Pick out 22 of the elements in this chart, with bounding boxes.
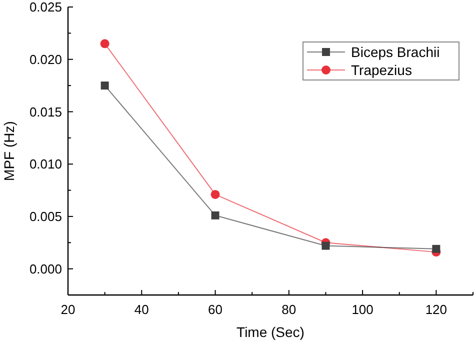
point: [210, 190, 220, 199]
point: [432, 244, 440, 253]
y-axis-title: MPF (Hz): [1, 121, 17, 181]
x-tick-label: 20: [60, 302, 76, 317]
y-tick-label: 0.005: [29, 209, 62, 224]
point: [100, 39, 110, 48]
x-tick-label: 60: [208, 302, 223, 317]
x-tick-label: 80: [282, 302, 296, 317]
point: [100, 82, 109, 90]
point: [322, 242, 330, 250]
legend-label: Trapezius: [351, 62, 412, 78]
text: 0.020: [29, 52, 62, 67]
point: [211, 211, 220, 220]
x-tick-label: 40: [134, 302, 149, 317]
x-tick-label: 100: [352, 302, 374, 317]
text: 0.000: [29, 261, 62, 276]
y-tick-label: 0.025: [29, 0, 62, 15]
x-axis-title: Time (Sec): [236, 324, 304, 340]
text: 0.010: [29, 156, 62, 172]
y-tick-label: 0.015: [29, 104, 62, 120]
x-tick-label: 120: [425, 302, 448, 317]
legend-label: Biceps Brachii: [351, 44, 440, 60]
